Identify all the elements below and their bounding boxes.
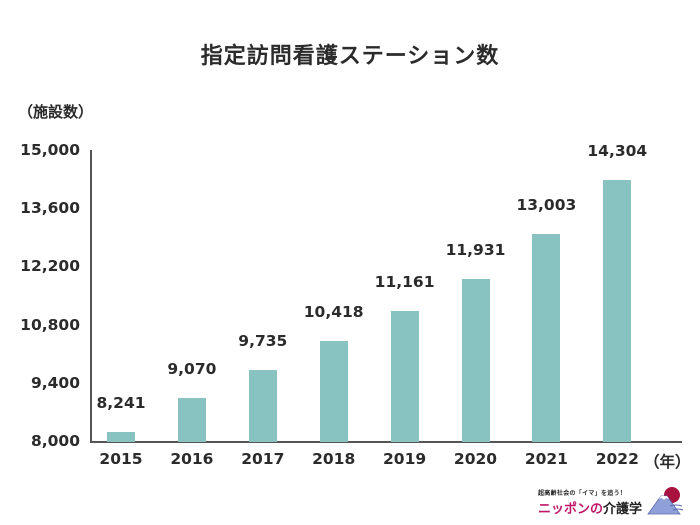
x-tick-label: 2020 (453, 450, 498, 468)
bar-value-label: 9,735 (238, 331, 288, 350)
bar-value-label: 10,418 (303, 303, 364, 322)
y-tick-label: 15,000 (20, 141, 80, 159)
y-tick-label: 10,800 (20, 315, 80, 334)
bar-2020 (461, 278, 490, 442)
bar-value-label: 13,003 (516, 196, 577, 215)
x-tick-label: 2016 (170, 450, 214, 468)
bar-2017 (248, 369, 277, 442)
x-axis-line (90, 441, 682, 443)
y-tick-label: 8,000 (30, 432, 80, 450)
y-axis-line (90, 150, 92, 443)
logo-name-part2: 介護学 (603, 502, 643, 517)
x-tick-label: 2019 (383, 450, 427, 468)
bar-value-label: 11,161 (374, 272, 435, 291)
logo-tagline: 超高齢社会の「イマ」を追う！ (538, 490, 627, 497)
y-tick-label: 12,200 (20, 257, 80, 276)
bar-2016 (177, 397, 206, 442)
x-tick-label: 2015 (99, 450, 143, 468)
x-tick-label: 2022 (595, 450, 639, 468)
x-tick-label: 2017 (241, 450, 285, 468)
bar-value-label: 11,931 (445, 240, 506, 259)
y-tick-label: 9,400 (30, 373, 80, 392)
chart-title: 指定訪問看護ステーション数 (200, 44, 500, 69)
bar-value-label: 9,070 (167, 359, 217, 378)
bar-value-label: 14,304 (587, 141, 648, 160)
site-logo: 超高齢社会の「イマ」を追う！ ニッポンの介護学 (538, 487, 698, 522)
mount-fuji-sun-icon (647, 487, 684, 515)
bar-2015 (107, 431, 135, 442)
x-tick-label: 2018 (312, 450, 356, 468)
logo-name-part1: ニッポンの (538, 502, 604, 517)
x-axis-unit-label: （年） (644, 453, 691, 471)
y-tick-label: 13,600 (20, 199, 80, 218)
bar-2019 (390, 310, 419, 442)
x-tick-label: 2021 (524, 450, 568, 468)
bar-2022 (603, 179, 632, 442)
y-axis-unit-label: （施設数） (18, 103, 94, 121)
bar-2021 (532, 234, 561, 442)
logo-name: ニッポンの介護学 (538, 498, 642, 517)
bar-value-label: 8,241 (96, 393, 146, 412)
bar-2018 (319, 341, 348, 442)
